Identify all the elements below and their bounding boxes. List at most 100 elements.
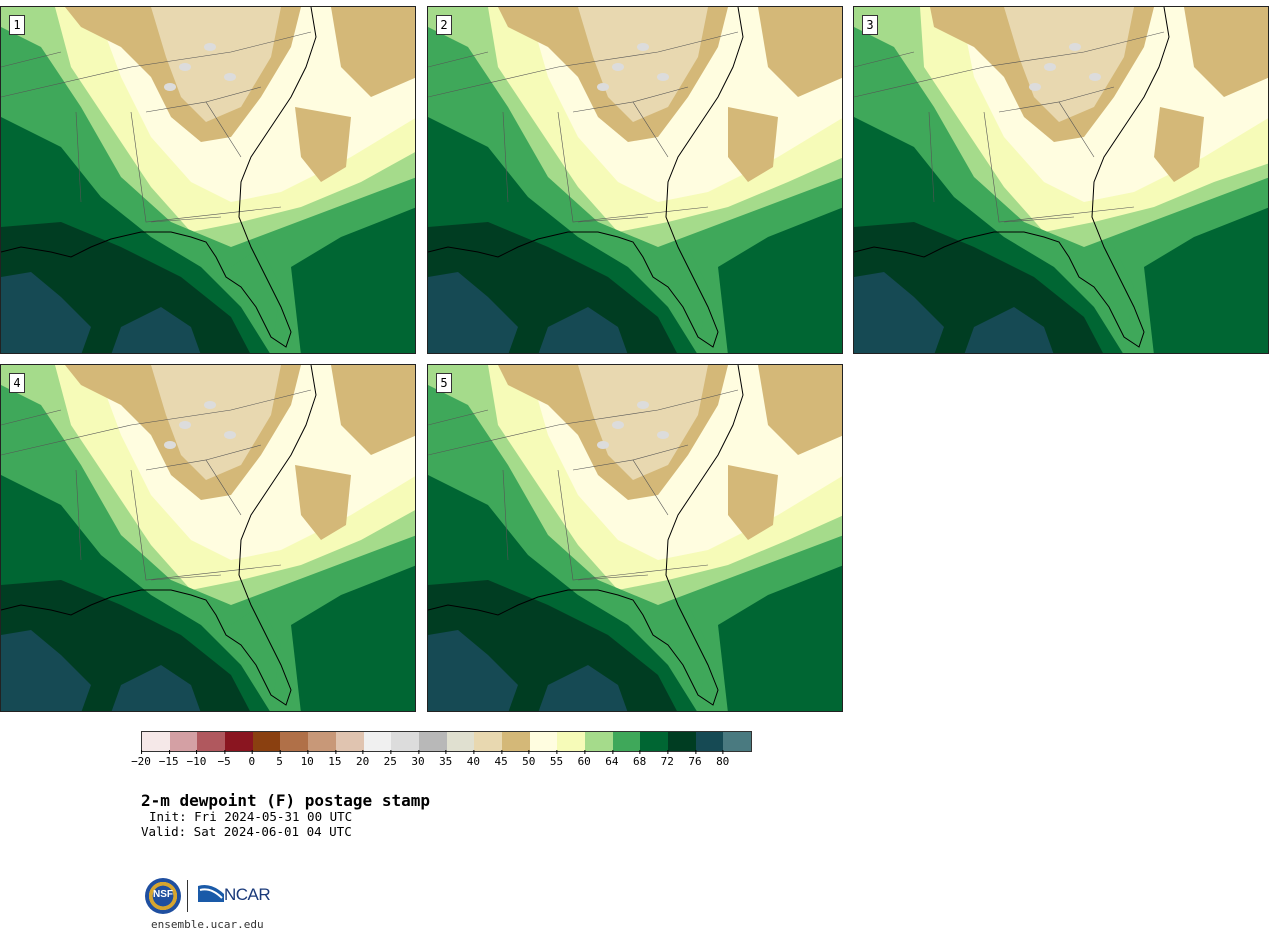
- colorbar-tick-label: 72: [661, 750, 674, 768]
- state-border: [130, 469, 282, 581]
- dewpoint-map: [1, 365, 415, 711]
- dewpoint-field: [728, 465, 778, 540]
- dewpoint-map: [428, 365, 842, 711]
- coastline: [1, 365, 317, 706]
- dewpoint-field: [578, 7, 708, 122]
- dewpoint-field: [1, 630, 91, 711]
- state-border: [428, 389, 739, 456]
- state-border: [75, 111, 82, 203]
- state-border: [854, 51, 915, 68]
- colorbar-swatch: [474, 732, 502, 751]
- colorbar-swatch: [695, 732, 724, 751]
- dewpoint-field: [428, 272, 518, 353]
- colorbar-tick-label: 55: [550, 750, 563, 768]
- dewpoint-field: [224, 73, 236, 81]
- dewpoint-field: [718, 207, 842, 353]
- state-border: [75, 469, 82, 561]
- colorbar-swatch: [252, 732, 281, 751]
- dewpoint-field: [1089, 73, 1101, 81]
- dewpoint-field: [597, 441, 609, 449]
- colorbar-tick-label: −10: [186, 750, 206, 768]
- valid-time: Valid: Sat 2024-06-01 04 UTC: [141, 824, 352, 839]
- state-border: [983, 111, 1135, 223]
- state-border: [854, 31, 1165, 98]
- state-border: [632, 86, 689, 103]
- ensemble-member-panel-5: 5: [427, 364, 843, 712]
- dewpoint-field: [164, 83, 176, 91]
- state-border: [205, 444, 262, 461]
- panel-number-label: 2: [436, 15, 452, 35]
- state-border: [557, 469, 709, 581]
- dewpoint-field: [291, 565, 415, 711]
- init-time: Init: Fri 2024-05-31 00 UTC: [149, 809, 353, 824]
- dewpoint-field: [151, 7, 281, 122]
- colorbar-swatch: [585, 732, 613, 751]
- dewpoint-field: [538, 665, 628, 711]
- figure-title: 2-m dewpoint (F) postage stamp: [141, 791, 430, 810]
- colorbar-tick-label: 45: [494, 750, 508, 768]
- dewpoint-field: [1029, 83, 1041, 91]
- dewpoint-field: [612, 63, 624, 71]
- colorbar-tick-label: −15: [159, 750, 179, 768]
- dewpoint-field: [111, 665, 201, 711]
- state-border: [1, 389, 312, 456]
- colorbar-ticks: −20 −15 −10 −5 0 5 10 15 20 25 30 35 40 45 50 55 60 64 68 7…: [131, 750, 755, 770]
- dewpoint-field: [179, 63, 191, 71]
- colorbar-swatch: [446, 732, 475, 751]
- dewpoint-field: [204, 401, 216, 409]
- coastline: [1, 7, 317, 348]
- colorbar-tick-label: 25: [384, 750, 397, 768]
- panel-number-label: 3: [862, 15, 878, 35]
- dewpoint-field: [295, 107, 351, 182]
- dewpoint-field: [854, 272, 944, 353]
- colorbar-tick-label: 0: [248, 750, 255, 768]
- dewpoint-field: [657, 73, 669, 81]
- dewpoint-field: [1069, 43, 1081, 51]
- dewpoint-field: [1144, 207, 1268, 353]
- ensemble-member-panel-4: 4: [0, 364, 416, 712]
- dewpoint-field: [151, 365, 281, 480]
- dewpoint-field: [758, 365, 842, 455]
- dewpoint-field: [295, 465, 351, 540]
- colorbar-tick-label: 64: [605, 750, 619, 768]
- logo-divider: [187, 880, 188, 912]
- dewpoint-field: [1044, 63, 1056, 71]
- colorbar-swatch: [640, 732, 669, 751]
- state-border: [928, 111, 935, 203]
- dewpoint-field: [428, 630, 518, 711]
- dewpoint-field: [331, 365, 415, 455]
- dewpoint-field: [331, 7, 415, 97]
- dewpoint-field: [612, 421, 624, 429]
- dewpoint-map: [854, 7, 1268, 353]
- colorbar-swatch: [418, 732, 447, 751]
- colorbar-tick-label: 15: [328, 750, 342, 768]
- state-border: [150, 574, 222, 581]
- colorbar-swatch: [529, 732, 558, 751]
- colorbar-tick-label: 68: [633, 750, 646, 768]
- dewpoint-field: [204, 43, 216, 51]
- colorbar-tick-label: 76: [688, 750, 702, 768]
- dewpoint-field: [111, 307, 201, 353]
- colorbar-tick-label: 35: [439, 750, 452, 768]
- colorbar-swatch: [612, 732, 641, 751]
- dewpoint-field: [1184, 7, 1268, 97]
- dewpoint-field: [164, 441, 176, 449]
- colorbar-tick-label: 5: [276, 750, 283, 768]
- dewpoint-field: [964, 307, 1054, 353]
- state-border: [577, 216, 649, 223]
- ncar-logo-text: NCAR: [224, 885, 271, 904]
- dewpoint-field: [597, 83, 609, 91]
- state-border: [130, 111, 282, 223]
- ncar-mark-icon: [198, 885, 224, 902]
- colorbar-swatch: [169, 732, 198, 751]
- colorbar: [141, 731, 753, 752]
- dewpoint-field: [718, 565, 842, 711]
- dewpoint-field: [637, 43, 649, 51]
- ensemble-member-panel-2: 2: [427, 6, 843, 354]
- colorbar-swatch: [308, 732, 336, 751]
- state-border: [1, 31, 312, 98]
- colorbar-tick-label: 40: [467, 750, 480, 768]
- state-border: [205, 86, 262, 103]
- dewpoint-field: [1004, 7, 1134, 122]
- colorbar-swatch: [280, 732, 309, 751]
